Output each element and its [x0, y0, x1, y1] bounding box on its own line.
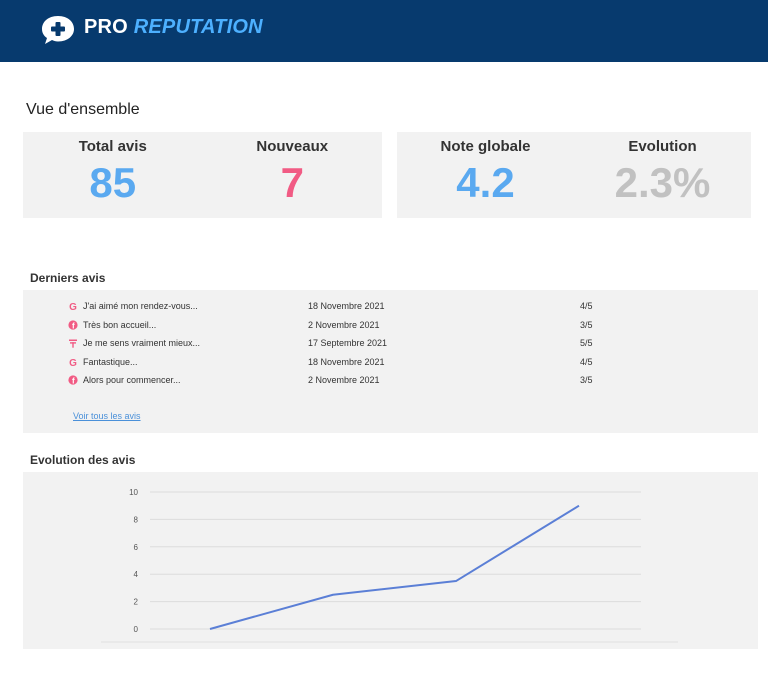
- review-score: 4/5: [580, 356, 593, 367]
- review-row[interactable]: f Très bon accueil... 2 Novembre 2021 3/5: [23, 317, 758, 335]
- review-excerpt: Je me sens vraiment mieux...: [83, 338, 201, 348]
- evolution-title: Evolution des avis: [30, 453, 136, 467]
- review-date: 2 Novembre 2021: [308, 375, 380, 385]
- svg-text:f: f: [72, 377, 75, 385]
- line-chart: 0 2 4 6 8 10: [101, 488, 678, 643]
- kpi-value: 7: [280, 159, 304, 206]
- review-date: 17 Septembre 2021: [308, 338, 388, 348]
- kpi-total-reviews: Total avis 85: [23, 132, 203, 218]
- latest-reviews-title: Derniers avis: [30, 271, 106, 285]
- kpi-value: 4.2: [456, 159, 515, 206]
- y-tick-label: 10: [129, 488, 138, 497]
- kpi-label: Nouveaux: [256, 138, 329, 155]
- y-tick-label: 4: [134, 570, 139, 579]
- review-excerpt: Fantastique...: [83, 356, 138, 367]
- review-score: 3/5: [580, 375, 593, 385]
- series-line: [209, 504, 580, 630]
- kpi-global-rating: Note globale 4.2: [397, 132, 574, 218]
- review-date: 18 Novembre 2021: [308, 356, 385, 367]
- facebook-icon: f: [68, 375, 78, 385]
- brand-pro: PRO: [84, 16, 128, 38]
- see-all-reviews-link[interactable]: Voir tous les avis: [73, 411, 141, 421]
- kpi-label: Note globale: [440, 138, 531, 155]
- review-score: 3/5: [580, 319, 593, 330]
- top-bar: PRO REPUTATION: [0, 0, 768, 62]
- review-date: 2 Novembre 2021: [308, 319, 380, 330]
- svg-text:f: f: [72, 321, 75, 329]
- kpi-card-rating: Note globale 4.2 Evolution 2.3%: [397, 132, 751, 218]
- review-score: 5/5: [580, 338, 593, 348]
- review-row[interactable]: Je me sens vraiment mieux... 17 Septembre…: [23, 335, 758, 353]
- review-row[interactable]: G J'ai aimé mon rendez-vous... 18 Novembre…: [23, 298, 758, 316]
- overview-title: Vue d'ensemble: [26, 101, 140, 118]
- kpi-card-reviews: Total avis 85 Nouveaux 7: [23, 132, 382, 218]
- kpi-value: 85: [89, 159, 137, 206]
- latest-reviews-panel: G J'ai aimé mon rendez-vous... 18 Novembre…: [23, 290, 758, 433]
- evolution-chart: 0 2 4 6 8 10: [23, 472, 758, 649]
- y-tick-label: 2: [134, 598, 139, 607]
- y-tick-label: 6: [134, 543, 139, 552]
- google-icon: G: [69, 302, 77, 311]
- review-excerpt: Alors pour commencer...: [83, 375, 181, 385]
- review-row[interactable]: G Fantastique... 18 Novembre 2021 4/5: [23, 354, 758, 372]
- review-row[interactable]: f Alors pour commencer... 2 Novembre 2021 3…: [23, 372, 758, 390]
- kpi-evolution: Evolution 2.3%: [574, 132, 751, 218]
- brand-reputation: REPUTATION: [133, 16, 263, 38]
- y-tick-label: 0: [134, 625, 139, 634]
- brand-name[interactable]: PRO REPUTATION: [84, 16, 263, 39]
- kpi-label: Total avis: [78, 138, 147, 155]
- chat-plus-icon: [42, 16, 74, 44]
- review-score: 4/5: [580, 301, 593, 311]
- svg-text:G: G: [69, 358, 77, 367]
- kpi-new-reviews: Nouveaux 7: [203, 132, 383, 218]
- facebook-icon: f: [68, 319, 78, 330]
- svg-text:G: G: [69, 302, 77, 311]
- review-date: 18 Novembre 2021: [308, 301, 385, 311]
- kpi-label: Evolution: [628, 138, 697, 155]
- y-tick-label: 8: [134, 515, 139, 524]
- tripadvisor-icon: [69, 339, 77, 348]
- kpi-value: 2.3%: [614, 159, 711, 206]
- review-excerpt: J'ai aimé mon rendez-vous...: [83, 301, 198, 311]
- review-excerpt: Très bon accueil...: [83, 319, 157, 330]
- google-icon: G: [69, 358, 77, 367]
